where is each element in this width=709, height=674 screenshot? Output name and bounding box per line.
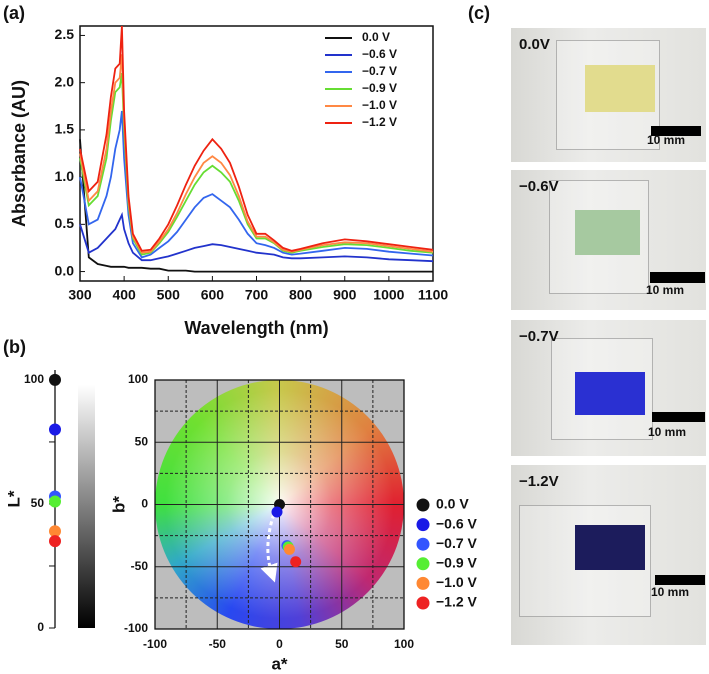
spectrum-line [79, 25, 434, 252]
spectrum-line [79, 73, 434, 256]
x-tick-label: 1100 [418, 287, 449, 303]
lightness-point [49, 535, 61, 548]
scale-label: 10 mm [647, 133, 686, 147]
legend-label: −0.9 V [436, 555, 478, 571]
y-tick-label: 100 [128, 372, 148, 386]
x-tick-label: 400 [112, 287, 136, 303]
spectrum-line [79, 211, 434, 263]
scale-bar [655, 575, 705, 585]
legend-label: −0.9 V [362, 81, 397, 95]
legend-marker [416, 596, 430, 610]
x-tick-label: 100 [394, 637, 414, 651]
photo: −0.7V 10 mm [511, 320, 706, 456]
spectrum-line [79, 54, 434, 254]
y-tick-label: -100 [124, 621, 148, 635]
photo: −0.6V 10 mm [511, 170, 706, 310]
legend-label: −1.0 V [362, 98, 397, 112]
spectrum-line [79, 110, 434, 259]
legend-marker [416, 498, 430, 512]
x-tick-label: 1000 [373, 287, 404, 303]
x-tick-label: -100 [143, 637, 167, 651]
legend-label: −0.6 V [436, 515, 478, 531]
scale-label: 10 mm [646, 283, 685, 297]
legend-marker [416, 557, 430, 571]
color-point [290, 556, 302, 568]
y-tick-label: 0.0 [55, 262, 75, 278]
x-tick-label: 500 [157, 287, 181, 303]
y-axis-label: b* [109, 496, 128, 513]
lightness-point [49, 525, 61, 538]
film [575, 372, 645, 415]
x-axis-label: a* [271, 654, 287, 673]
photo-label: −0.7V [519, 328, 559, 345]
y-tick-label: 1.0 [55, 168, 75, 184]
x-tick-label: 800 [289, 287, 313, 303]
y-tick-label: 1.5 [55, 121, 75, 137]
lightness-point [49, 423, 61, 436]
x-tick-label: 600 [201, 287, 225, 303]
scale-label: 10 mm [651, 585, 690, 599]
x-tick-label: 900 [333, 287, 357, 303]
color-point [283, 543, 295, 555]
y-tick-label: 0 [37, 620, 44, 634]
film [575, 525, 645, 570]
photo: 0.0V 10 mm [511, 28, 706, 162]
x-tick-label: 300 [68, 287, 92, 303]
legend-label: −0.7 V [436, 535, 478, 551]
legend-label: −0.7 V [362, 64, 397, 78]
legend-marker [416, 576, 430, 590]
legend-label: −0.6 V [362, 47, 397, 61]
legend-label: 0.0 V [362, 30, 390, 44]
x-tick-label: -50 [209, 637, 227, 651]
x-tick-label: 700 [245, 287, 269, 303]
color-point [271, 506, 283, 518]
legend-marker [416, 537, 430, 551]
y-tick-label: 100 [24, 372, 44, 386]
x-tick-label: 0 [276, 637, 283, 651]
scale-label: 10 mm [648, 425, 687, 439]
spectrum-line [79, 139, 433, 273]
scale-bar [651, 126, 701, 136]
film [585, 65, 655, 112]
panel-label: (a) [3, 3, 25, 23]
x-tick-label: 50 [335, 637, 349, 651]
scale-bar [652, 412, 705, 422]
y-tick-label: 2.0 [55, 73, 75, 89]
scale-bar [650, 272, 705, 283]
lightness-point [49, 373, 61, 386]
legend-marker [416, 518, 430, 532]
x-axis-label: Wavelength (nm) [184, 318, 328, 338]
y-tick-label: 2.5 [55, 26, 75, 42]
y-tick-label: -50 [131, 559, 149, 573]
y-axis-label: L* [4, 490, 23, 507]
lightness-point [49, 495, 61, 508]
legend-label: −1.0 V [436, 574, 478, 590]
panel-label: (c) [468, 3, 490, 23]
y-tick-label: 0.5 [55, 215, 75, 231]
plot-frame [154, 379, 405, 630]
legend-label: −1.2 V [436, 594, 478, 610]
photo-label: −1.2V [519, 473, 559, 490]
film [575, 210, 640, 255]
legend-label: 0.0 V [436, 496, 469, 512]
photo-label: −0.6V [519, 178, 559, 195]
y-tick-label: 50 [31, 496, 45, 510]
trend-arrow [260, 507, 278, 583]
photo-label: 0.0V [519, 36, 550, 53]
lightness-bar [78, 385, 95, 628]
y-tick-label: 0 [141, 497, 148, 511]
legend-label: −1.2 V [362, 115, 397, 129]
y-tick-label: 50 [135, 434, 149, 448]
panel-label: (b) [3, 337, 26, 357]
y-axis-label: Absorbance (AU) [9, 80, 29, 227]
photo: −1.2V 10 mm [511, 465, 706, 645]
